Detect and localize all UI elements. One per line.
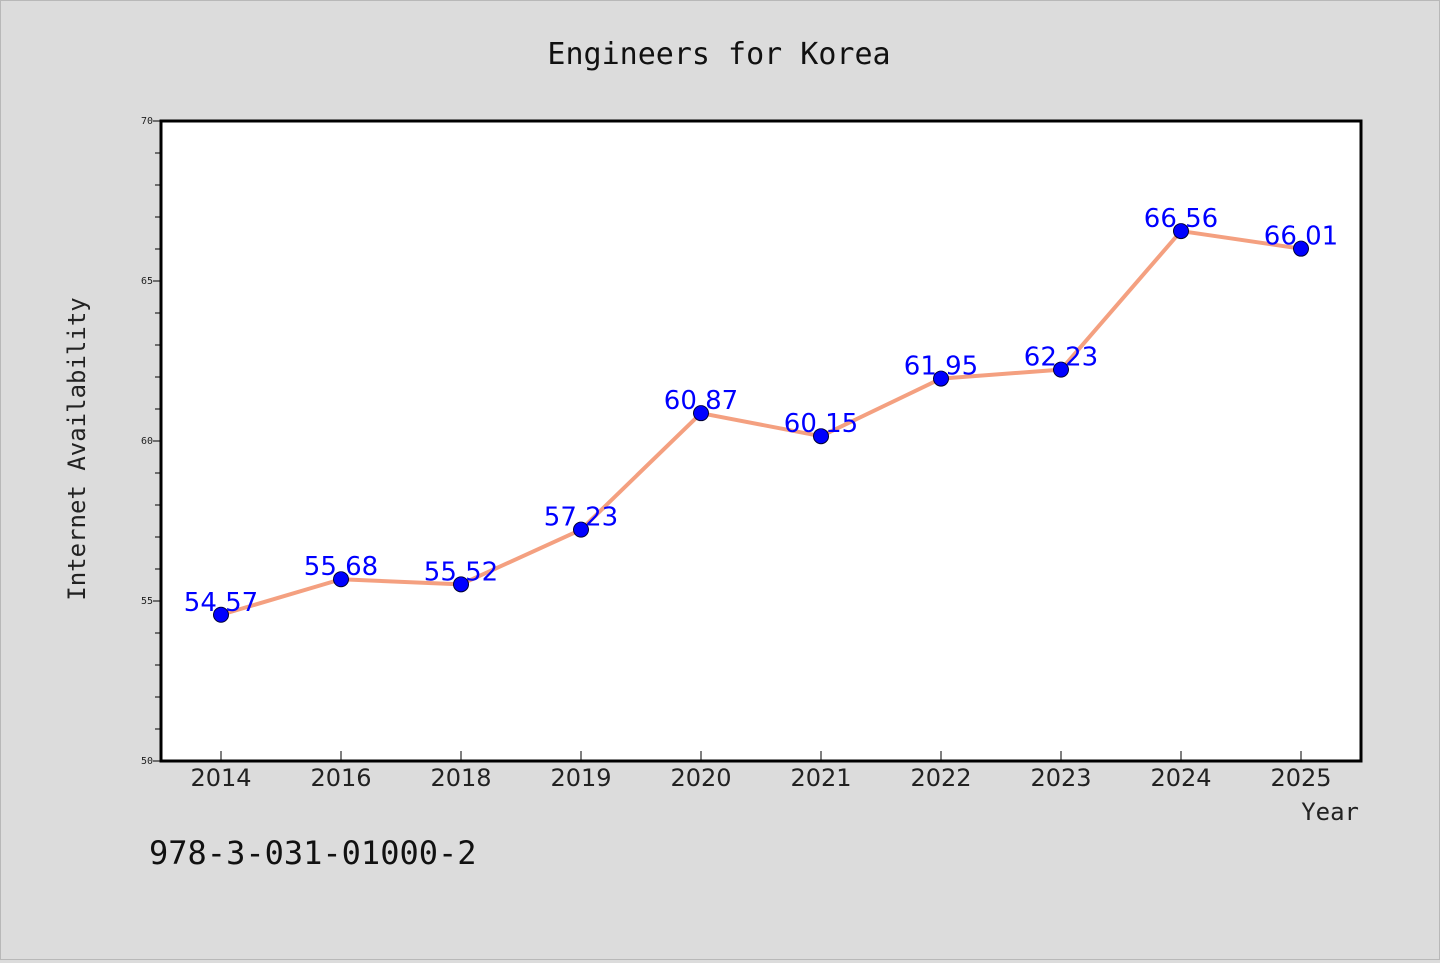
- series-line: [219, 229, 1303, 617]
- data-label: 57.23: [544, 503, 618, 533]
- y-tick-label: 50: [141, 756, 153, 767]
- x-tick-label: 2025: [1270, 764, 1331, 792]
- x-tick-label: 2023: [1030, 764, 1091, 792]
- x-tick-label: 2014: [190, 764, 251, 792]
- x-tick-label: 2024: [1150, 764, 1211, 792]
- x-tick-label: 2022: [910, 764, 971, 792]
- data-point: [213, 606, 229, 623]
- series-layer: [213, 223, 1309, 623]
- data-point: [693, 405, 709, 422]
- x-tick-label: 2018: [430, 764, 491, 792]
- data-point: [333, 571, 349, 588]
- y-tick-label: 60: [141, 436, 153, 447]
- data-label: 61.95: [904, 352, 978, 382]
- data-point: [1293, 240, 1309, 257]
- x-axis-label: Year: [1301, 798, 1359, 826]
- data-point: [1053, 361, 1069, 378]
- x-tick-label: 2019: [550, 764, 611, 792]
- data-label: 66.56: [1144, 204, 1218, 234]
- footnote-isbn: 978-3-031-01000-2: [149, 834, 477, 872]
- y-tick-label: 65: [141, 276, 153, 287]
- data-point: [813, 428, 829, 445]
- data-label: 60.15: [784, 409, 858, 439]
- y-tick-label: 70: [141, 116, 153, 127]
- data-labels: 54.57 55.68 55.52 57.23 60.87 60.15 61.95 62.23…: [184, 204, 1338, 618]
- x-axis: 2014 2016 2018 2019 2020 2021 2022 2023 2024 2025: [190, 751, 1332, 792]
- x-tick-label: 2021: [790, 764, 851, 792]
- y-axis-label: Internet Availability: [63, 297, 91, 600]
- data-label: 54.57: [184, 588, 258, 618]
- data-label: 55.52: [424, 557, 498, 587]
- data-point: [573, 521, 589, 538]
- data-label: 62.23: [1024, 343, 1098, 373]
- data-point: [1173, 223, 1189, 240]
- x-tick-label: 2020: [670, 764, 731, 792]
- data-point: [453, 576, 469, 593]
- y-axis: 50 55 60 65 70: [141, 116, 161, 767]
- y-tick-label: 55: [141, 596, 153, 607]
- data-label: 66.01: [1264, 222, 1338, 252]
- data-label: 55.68: [304, 552, 378, 582]
- data-point: [933, 370, 949, 387]
- chart-title: Engineers for Korea: [547, 37, 890, 72]
- data-label: 60.87: [664, 386, 738, 416]
- plot-area: [159, 119, 1363, 763]
- x-tick-label: 2016: [310, 764, 371, 792]
